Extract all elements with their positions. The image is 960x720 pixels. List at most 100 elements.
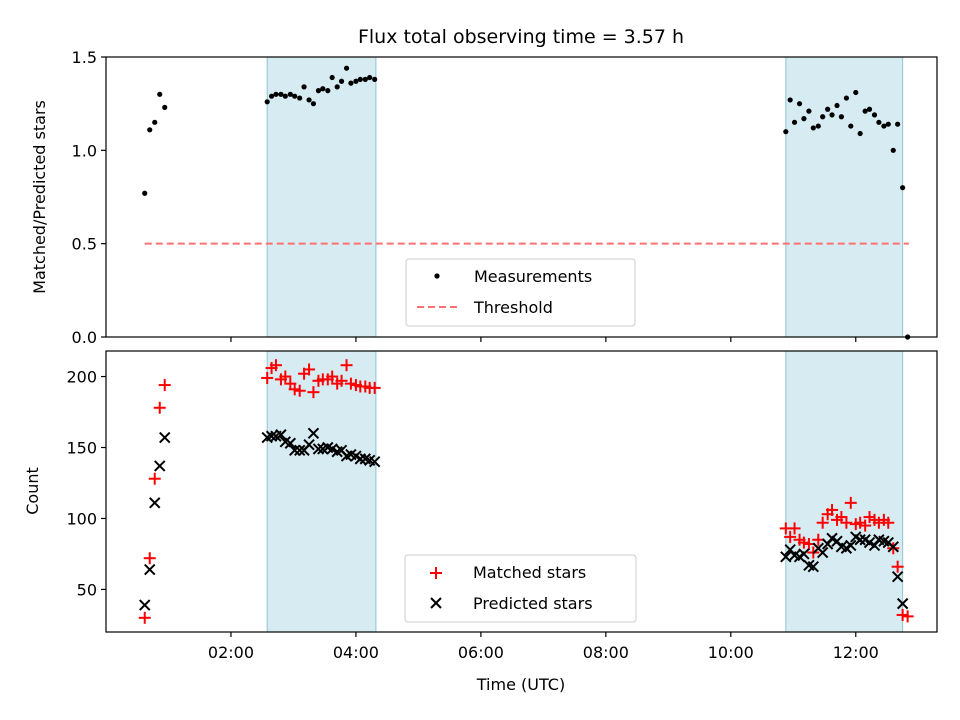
count-y-label: Count	[23, 467, 42, 515]
count-y-tick-label: 200	[66, 368, 97, 387]
predicted-star-point	[896, 597, 909, 610]
observing-intervals-top	[266, 56, 904, 338]
measurement-point	[338, 78, 345, 84]
measurement-point	[278, 91, 284, 97]
predicted-star-point	[265, 430, 278, 442]
predicted-star-point	[807, 561, 819, 573]
ratio-y-ticks: 0.0 0.5 1.0 1.5	[72, 48, 106, 347]
predicted-star-point	[798, 548, 810, 560]
matched-star-point	[340, 359, 353, 372]
ratio-y-tick-label: 0.0	[72, 328, 97, 347]
ratio-legend: Measurements Threshold	[405, 258, 636, 327]
count-legend: Matched stars Predicted stars	[404, 554, 637, 623]
measurement-point	[357, 76, 363, 82]
x-axis-label: Time (UTC)	[476, 675, 565, 694]
count-x-tick-label: 06:00	[458, 643, 504, 662]
count-x-tick-label: 04:00	[333, 643, 379, 662]
measurements-legend-label: Measurements	[474, 267, 592, 286]
matched-star-point	[279, 370, 292, 383]
predicted-legend-label: Predicted stars	[473, 594, 593, 613]
measurement-point	[848, 123, 854, 129]
measurement-point	[320, 86, 326, 92]
count-y-tick-label: 100	[66, 509, 97, 528]
measurement-point	[885, 121, 891, 127]
predicted-star-point	[780, 551, 792, 563]
measurement-point	[325, 88, 331, 94]
measurement-point	[900, 185, 906, 191]
predicted-star-point	[275, 429, 287, 441]
ratio-y-tick-label: 0.5	[72, 235, 97, 254]
measurement-point	[162, 104, 168, 110]
measurement-point	[838, 114, 845, 120]
observing-interval-shade	[785, 350, 904, 633]
matched-legend-label: Matched stars	[473, 563, 586, 582]
measurement-point	[881, 123, 887, 129]
predicted-star-point	[891, 570, 904, 583]
count-x-tick-label: 12:00	[833, 643, 879, 662]
matched-star-point	[261, 371, 274, 384]
measurement-point	[372, 76, 378, 82]
matched-star-point	[844, 496, 857, 509]
predicted-star-point	[354, 453, 367, 465]
count-points	[138, 359, 914, 624]
matched-star-point	[148, 472, 161, 485]
measurement-point	[343, 65, 350, 71]
measurement-point	[801, 116, 807, 122]
predicted-star-point	[284, 437, 297, 449]
measurement-point	[152, 119, 158, 125]
matched-legend-marker	[430, 567, 442, 579]
count-plot-frame	[105, 350, 938, 633]
measurement-point	[810, 125, 816, 131]
count-y-ticks: 50 100 150 200	[66, 368, 106, 599]
matched-star-point	[293, 384, 306, 397]
matched-star-point	[326, 370, 339, 383]
measurement-point	[287, 91, 293, 97]
matched-star-point	[307, 386, 320, 399]
count-y-tick-label: 150	[66, 439, 97, 458]
ratio-y-label: Matched/Predicted stars	[30, 100, 49, 294]
count-y-tick-label: 50	[77, 580, 97, 599]
matched-star-point	[368, 381, 381, 394]
measurement-point	[268, 93, 275, 99]
matched-star-point	[153, 401, 166, 414]
measurement-point	[306, 97, 312, 103]
measurement-point	[297, 95, 303, 101]
measurement-point	[815, 123, 821, 129]
predicted-star-point	[154, 460, 166, 472]
predicted-star-point	[368, 455, 381, 468]
measurement-point	[843, 95, 850, 101]
predicted-star-point	[312, 443, 325, 455]
predicted-star-point	[144, 563, 156, 576]
measurement-point	[315, 88, 322, 94]
predicted-star-point	[303, 438, 315, 451]
measurement-points	[142, 65, 911, 340]
matched-star-point	[826, 503, 839, 516]
ratio-x-ticks	[230, 337, 857, 342]
measurement-point	[292, 93, 298, 99]
observing-interval-shade	[266, 56, 377, 338]
measurement-point	[853, 89, 859, 96]
measurement-point	[273, 91, 279, 97]
measurement-point	[806, 108, 812, 114]
ratio-y-tick-label: 1.0	[72, 141, 97, 160]
observing-interval-shade	[266, 350, 377, 633]
measurement-point	[862, 108, 868, 114]
measurement-point	[866, 106, 873, 112]
matched-star-point	[840, 516, 853, 529]
matched-star-point	[269, 359, 282, 372]
measurement-point	[791, 119, 798, 125]
measurement-point	[876, 119, 882, 125]
predicted-star-point	[854, 534, 866, 546]
measurement-point	[334, 84, 340, 90]
measurement-point	[825, 106, 831, 112]
threshold-legend-label: Threshold	[473, 298, 553, 317]
predicted-star-point	[139, 599, 151, 611]
matched-star-point	[901, 610, 914, 623]
chart-title: Flux total observing time = 3.57 h	[358, 26, 684, 48]
measurement-point	[329, 74, 335, 81]
measurement-point	[890, 147, 896, 153]
measurement-point	[301, 84, 307, 90]
matched-star-point	[158, 379, 171, 392]
matched-star-point	[788, 522, 801, 535]
